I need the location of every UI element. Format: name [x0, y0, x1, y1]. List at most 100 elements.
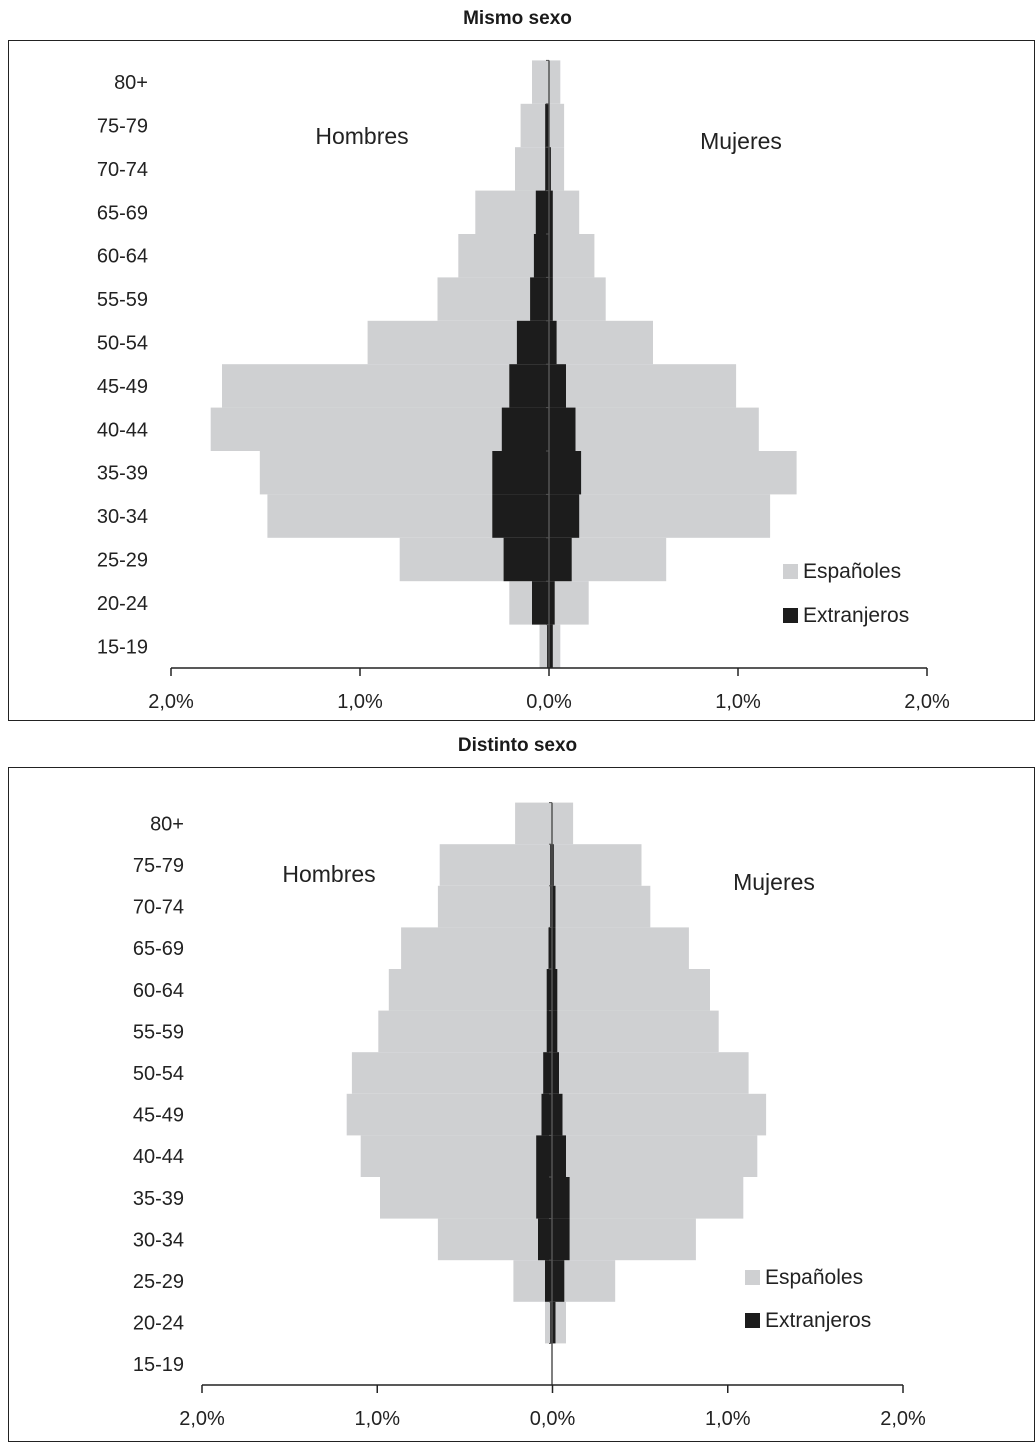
x-tick-label: 1,0%: [715, 691, 761, 713]
age-label: 75-79: [97, 116, 148, 138]
bar-espanoles-hombres-55-59: [378, 1010, 552, 1053]
bar-extranjeros-hombres-20-24: [550, 1301, 552, 1344]
bar-extranjeros-mujeres-45-49: [549, 364, 566, 408]
bar-extranjeros-mujeres-35-39: [549, 451, 582, 495]
bar-extranjeros-mujeres-25-29: [552, 1260, 565, 1302]
bar-extranjeros-hombres-70-74: [545, 147, 549, 191]
bar-extranjeros-hombres-30-34: [538, 1218, 552, 1261]
age-label: 55-59: [97, 289, 148, 311]
bar-extranjeros-hombres-45-49: [541, 1093, 552, 1136]
bar-extranjeros-hombres-40-44: [536, 1135, 552, 1177]
bar-espanoles-mujeres-80+: [549, 60, 561, 104]
bar-extranjeros-mujeres-15-19: [549, 624, 553, 668]
age-label: 40-44: [97, 419, 148, 441]
bar-extranjeros-hombres-60-64: [546, 969, 552, 1011]
age-label: 15-19: [97, 636, 148, 658]
bar-extranjeros-hombres-60-64: [533, 234, 549, 278]
age-label: 65-69: [133, 938, 184, 960]
chart-title-distinto-sexo: Distinto sexo: [457, 735, 578, 756]
bar-extranjeros-mujeres-55-59: [549, 277, 553, 321]
legend-swatch-extranjeros: [745, 1313, 760, 1328]
bar-extranjeros-hombres-45-49: [509, 364, 549, 408]
bar-espanoles-mujeres-65-69: [552, 927, 689, 969]
x-tick-label: 1,0%: [705, 1408, 751, 1430]
age-label: 65-69: [97, 202, 148, 224]
bar-extranjeros-mujeres-75-79: [552, 844, 554, 886]
bar-extranjeros-mujeres-65-69: [552, 927, 556, 969]
bar-extranjeros-mujeres-25-29: [549, 537, 572, 582]
bar-espanoles-mujeres-65-69: [549, 190, 580, 234]
bar-espanoles-mujeres-50-54: [552, 1052, 749, 1094]
bar-espanoles-hombres-20-24: [545, 1301, 552, 1344]
x-tick-label: 2,0%: [880, 1408, 926, 1430]
bar-espanoles-mujeres-45-49: [549, 364, 737, 408]
age-label: 80+: [114, 72, 148, 94]
bar-extranjeros-hombres-75-79: [550, 844, 552, 886]
age-label: 45-49: [133, 1105, 184, 1127]
bar-espanoles-mujeres-40-44: [549, 407, 759, 451]
x-tick-label: 1,0%: [354, 1408, 400, 1430]
side-label-hombres: Hombres: [282, 861, 375, 887]
legend-label-espanoles: Españoles: [765, 1266, 863, 1289]
bar-extranjeros-hombres-65-69: [535, 190, 549, 234]
bar-espanoles-hombres-65-69: [401, 927, 552, 969]
bar-espanoles-mujeres-15-19: [549, 624, 561, 668]
age-label: 15-19: [133, 1354, 184, 1376]
bar-extranjeros-hombres-55-59: [546, 1010, 552, 1053]
age-label: 20-24: [97, 593, 148, 615]
side-label-hombres: Hombres: [315, 123, 408, 149]
bar-extranjeros-mujeres-40-44: [549, 407, 576, 451]
legend-label-extranjeros: Extranjeros: [765, 1309, 871, 1332]
age-label: 70-74: [97, 159, 148, 181]
bar-espanoles-hombres-30-34: [437, 1218, 552, 1261]
bar-espanoles-hombres-45-49: [346, 1093, 552, 1136]
bar-espanoles-mujeres-70-74: [549, 147, 565, 191]
bar-espanoles-mujeres-70-74: [552, 885, 651, 928]
bar-espanoles-hombres-35-39: [380, 1177, 552, 1219]
bar-espanoles-mujeres-75-79: [549, 103, 565, 148]
x-tick-label: 2,0%: [148, 691, 194, 713]
bar-espanoles-mujeres-30-34: [549, 494, 771, 538]
bar-espanoles-hombres-15-19: [539, 624, 549, 668]
bar-extranjeros-hombres-35-39: [536, 1177, 552, 1219]
bar-espanoles-hombres-60-64: [458, 234, 549, 278]
bar-extranjeros-mujeres-30-34: [552, 1218, 570, 1261]
age-label: 20-24: [133, 1313, 184, 1335]
bar-extranjeros-mujeres-50-54: [549, 320, 557, 365]
x-tick-label: 0,0%: [530, 1408, 576, 1430]
age-label: 80+: [150, 813, 184, 835]
age-label: 35-39: [97, 463, 148, 485]
bar-espanoles-hombres-70-74: [515, 147, 549, 191]
bar-espanoles-mujeres-60-64: [549, 234, 595, 278]
bar-espanoles-hombres-45-49: [222, 364, 549, 408]
bar-espanoles-hombres-80+: [532, 60, 549, 104]
bar-espanoles-mujeres-20-24: [549, 581, 589, 625]
age-label: 75-79: [133, 855, 184, 877]
bar-extranjeros-mujeres-35-39: [552, 1177, 570, 1219]
bar-extranjeros-hombres-70-74: [550, 885, 552, 928]
bar-espanoles-hombres-60-64: [388, 969, 552, 1011]
legend-label-espanoles: Españoles: [803, 560, 901, 583]
bar-espanoles-hombres-50-54: [351, 1052, 552, 1094]
bar-espanoles-mujeres-80+: [552, 802, 574, 845]
bar-extranjeros-mujeres-70-74: [549, 147, 551, 191]
side-label-mujeres: Mujeres: [733, 869, 815, 895]
age-label: 60-64: [97, 246, 148, 268]
chart-title-mismo-sexo: Mismo sexo: [463, 8, 572, 29]
bar-extranjeros-hombres-30-34: [492, 494, 549, 538]
bar-espanoles-mujeres-50-54: [549, 320, 653, 365]
bar-extranjeros-mujeres-60-64: [552, 969, 558, 1011]
legend-swatch-espanoles: [783, 564, 798, 579]
bar-extranjeros-hombres-25-29: [545, 1260, 552, 1302]
bar-extranjeros-hombres-50-54: [516, 320, 549, 365]
age-label: 35-39: [133, 1188, 184, 1210]
side-label-mujeres: Mujeres: [700, 128, 782, 154]
age-label: 30-34: [97, 506, 148, 528]
legend-label-extranjeros: Extranjeros: [803, 604, 909, 627]
bar-extranjeros-mujeres-65-69: [549, 190, 553, 234]
x-tick-label: 1,0%: [337, 691, 383, 713]
bar-extranjeros-mujeres-45-49: [552, 1093, 563, 1136]
x-tick-label: 2,0%: [179, 1408, 225, 1430]
age-label: 45-49: [97, 376, 148, 398]
chart-mismo-sexo: 2,0% 1,0% 0,0% 1,0% 2,0% 15-19 20-24 25-29 30-34…: [97, 59, 950, 713]
